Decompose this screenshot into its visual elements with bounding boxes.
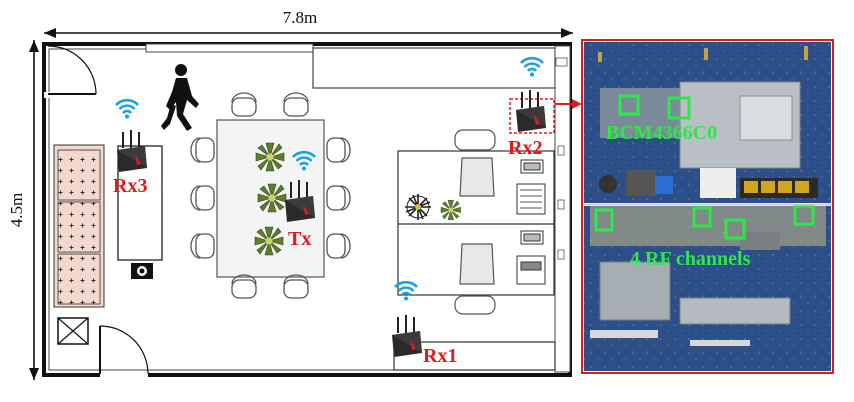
plant-icon <box>254 142 287 256</box>
floor-plan: 7.8m 4.5m <box>7 8 582 380</box>
desk-plants <box>405 194 461 221</box>
height-dimension: 4.5m <box>7 40 39 380</box>
storage-box <box>57 317 89 345</box>
rx1-label: Rx1 <box>423 345 457 367</box>
door-top-left <box>44 45 97 98</box>
person-walking-icon <box>161 64 199 131</box>
rf-channel-box <box>724 218 746 240</box>
rx3-router: Rx3 <box>113 98 148 197</box>
board-photos: BCM4366C0 4 RF channels <box>581 39 834 374</box>
chair-icon <box>454 129 496 315</box>
rx1-router: Rx1 <box>391 280 457 367</box>
chip-highlight-box <box>667 96 691 120</box>
sofa <box>53 144 105 308</box>
height-label: 4.5m <box>7 193 26 227</box>
channels-label: 4 RF channels <box>630 248 751 270</box>
printer-icon <box>516 183 546 285</box>
monitor-icon <box>520 159 544 245</box>
rf-channel-box <box>594 208 614 232</box>
chip-label: BCM4366C0 <box>606 122 717 144</box>
rf-channel-box <box>692 206 712 228</box>
board-photo-top: BCM4366C0 <box>584 42 831 203</box>
rx2-highlight-box <box>509 98 555 134</box>
rx2-label: Rx2 <box>508 137 542 159</box>
arrow-icon <box>555 99 582 109</box>
camera-icon <box>131 263 153 279</box>
tx-label: Tx <box>288 228 311 250</box>
width-dimension: 7.8m <box>44 8 573 38</box>
rx2-router: Rx2 <box>508 56 555 159</box>
width-label: 7.8m <box>283 8 317 27</box>
office-desks <box>397 129 555 315</box>
chip-highlight-box <box>618 94 640 116</box>
board-photo-bottom: 4 RF channels <box>584 204 831 371</box>
rf-channel-box <box>793 204 815 226</box>
door-bottom <box>99 325 149 377</box>
tx-router: Tx <box>284 150 317 250</box>
rx3-label: Rx3 <box>113 175 147 197</box>
